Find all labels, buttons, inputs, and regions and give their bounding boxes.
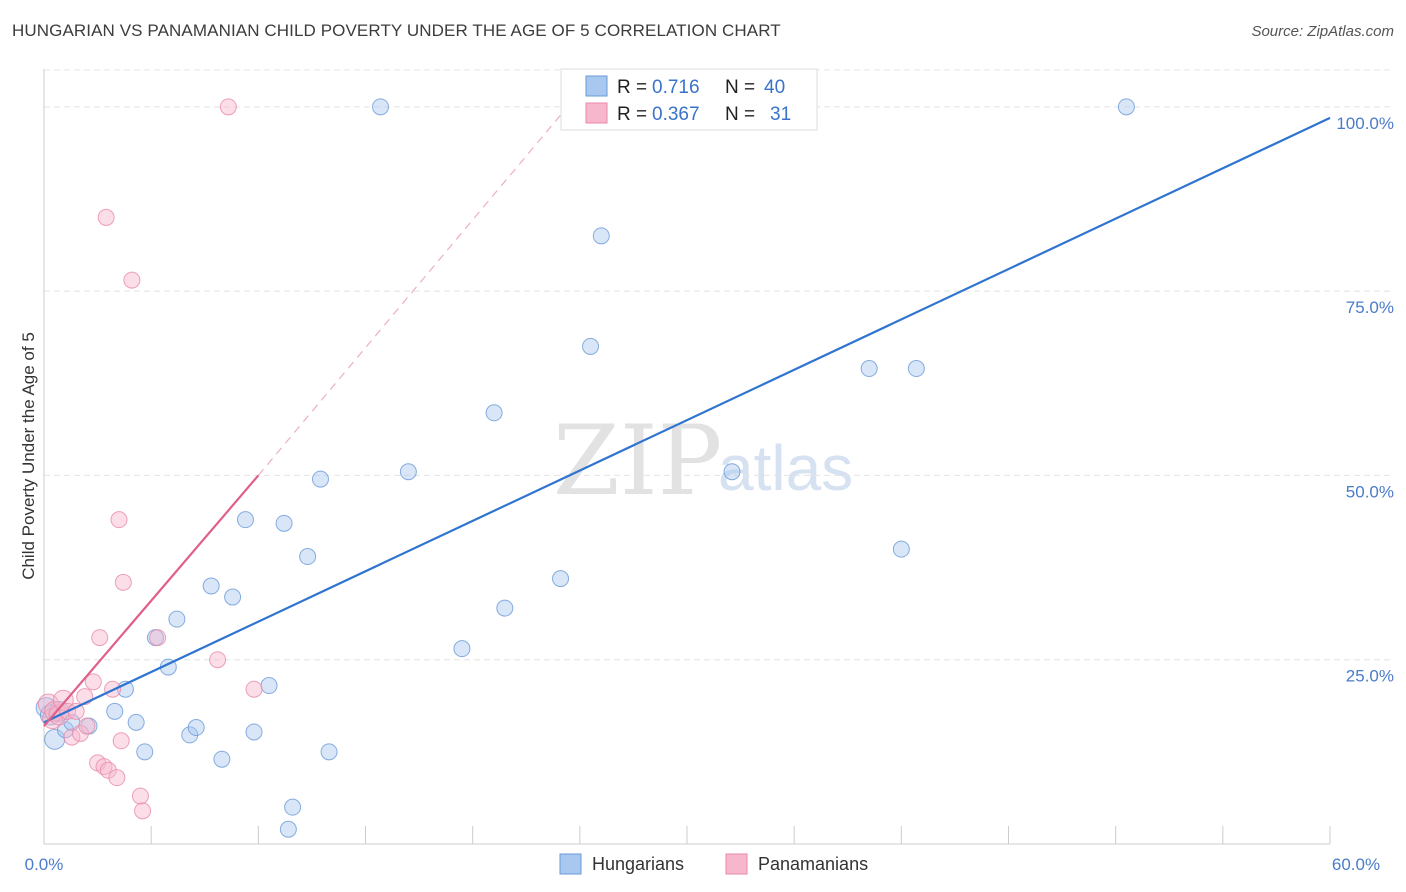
point-hungarians-17 — [213, 750, 231, 768]
point-hungarians-39 — [907, 360, 925, 378]
point-hungarians-10 — [136, 743, 154, 761]
point-panamanians-25 — [149, 629, 167, 647]
point-panamanians-27 — [219, 98, 237, 116]
trendline-panamanians — [43, 474, 260, 727]
point-hungarians-18 — [224, 588, 242, 606]
y-tick-labels: 25.0% 50.0% 75.0% 100.0% — [1336, 114, 1394, 686]
point-hungarians-23 — [279, 820, 297, 838]
point-hungarians-30 — [453, 640, 471, 658]
source-credit: Source: ZipAtlas.com — [1251, 23, 1394, 40]
legend-n-value-hungarians: 40 — [764, 77, 785, 98]
y-tick-label-50: 50.0% — [1346, 482, 1394, 501]
x-tick-label-max: 60.0% — [1332, 855, 1380, 874]
point-hungarians-21 — [260, 677, 278, 695]
point-hungarians-34 — [582, 337, 600, 355]
point-panamanians-20 — [112, 732, 130, 750]
point-hungarians-31 — [485, 404, 503, 422]
point-hungarians-26 — [311, 470, 329, 488]
legend-n-label-hungarians: N = — [725, 77, 755, 98]
legend-n-label-panamanians: N = — [725, 104, 755, 125]
watermark: ZIP atlas — [553, 405, 853, 517]
y-tick-label-100: 100.0% — [1336, 114, 1394, 133]
legend-r-label-hungarians: R = — [617, 77, 647, 98]
point-hungarians-28 — [372, 98, 390, 116]
legend-r-value-hungarians: 0.716 — [652, 77, 700, 98]
y-axis-label: Child Poverty Under the Age of 5 — [19, 332, 38, 580]
legend-n-value-panamanians: 31 — [770, 104, 791, 125]
point-hungarians-7 — [106, 702, 124, 720]
trendline-panamanians-extension — [257, 91, 581, 476]
point-hungarians-9 — [127, 713, 145, 731]
point-panamanians-28 — [245, 680, 263, 698]
point-hungarians-36 — [723, 463, 741, 481]
point-hungarians-25 — [299, 548, 317, 566]
point-panamanians-13 — [91, 629, 109, 647]
legend-swatch-hungarians — [585, 75, 608, 97]
point-hungarians-29 — [399, 463, 417, 481]
trendlines — [43, 91, 1331, 727]
legend-swatch-panamanians — [585, 102, 608, 124]
point-panamanians-22 — [123, 271, 141, 289]
point-panamanians-26 — [209, 651, 227, 669]
x-tick-label-min: 0.0% — [25, 855, 64, 874]
x-ticks — [43, 826, 1331, 844]
y-tick-label-25: 25.0% — [1346, 667, 1394, 686]
point-hungarians-22 — [275, 514, 293, 532]
point-panamanians-21 — [114, 573, 132, 591]
series-legend: Hungarians Panamanians — [559, 853, 868, 875]
point-panamanians-4 — [52, 689, 74, 711]
chart-title: HUNGARIAN VS PANAMANIAN CHILD POVERTY UN… — [12, 21, 781, 40]
point-hungarians-13 — [168, 610, 186, 628]
trendline-hungarians — [43, 116, 1331, 724]
point-hungarians-33 — [552, 570, 570, 588]
point-hungarians-16 — [202, 577, 220, 595]
series-legend-swatch-panamanians — [725, 853, 748, 875]
point-panamanians-24 — [134, 802, 152, 820]
stats-legend: R = 0.716 N = 40 R = 0.367 N = 31 — [560, 68, 818, 131]
point-panamanians-23 — [131, 787, 149, 805]
legend-r-value-panamanians: 0.367 — [652, 104, 700, 125]
point-panamanians-11 — [84, 673, 102, 691]
series-legend-label-hungarians: Hungarians — [592, 854, 684, 874]
point-hungarians-24 — [284, 798, 302, 816]
watermark-zip: ZIP — [553, 405, 722, 517]
point-hungarians-15 — [187, 719, 205, 737]
series-panamanians — [37, 98, 263, 820]
series-legend-label-panamanians: Panamanians — [758, 854, 868, 874]
point-panamanians-15 — [97, 208, 115, 226]
legend-r-label-panamanians: R = — [617, 104, 647, 125]
point-panamanians-10 — [78, 717, 96, 735]
point-panamanians-19 — [110, 511, 128, 529]
y-tick-label-75: 75.0% — [1346, 298, 1394, 317]
series-legend-swatch-hungarians — [559, 853, 582, 875]
point-hungarians-27 — [320, 743, 338, 761]
point-hungarians-32 — [496, 599, 514, 617]
gridlines — [44, 69, 1394, 661]
point-hungarians-37 — [860, 360, 878, 378]
point-hungarians-20 — [245, 723, 263, 741]
watermark-atlas: atlas — [718, 432, 853, 504]
point-panamanians-6 — [63, 728, 81, 746]
point-hungarians-2 — [44, 728, 66, 750]
point-hungarians-38 — [892, 540, 910, 558]
point-hungarians-35 — [592, 227, 610, 245]
point-hungarians-19 — [236, 511, 254, 529]
point-panamanians-16 — [99, 761, 117, 779]
point-panamanians-18 — [108, 769, 126, 787]
point-hungarians-40 — [1117, 98, 1135, 116]
